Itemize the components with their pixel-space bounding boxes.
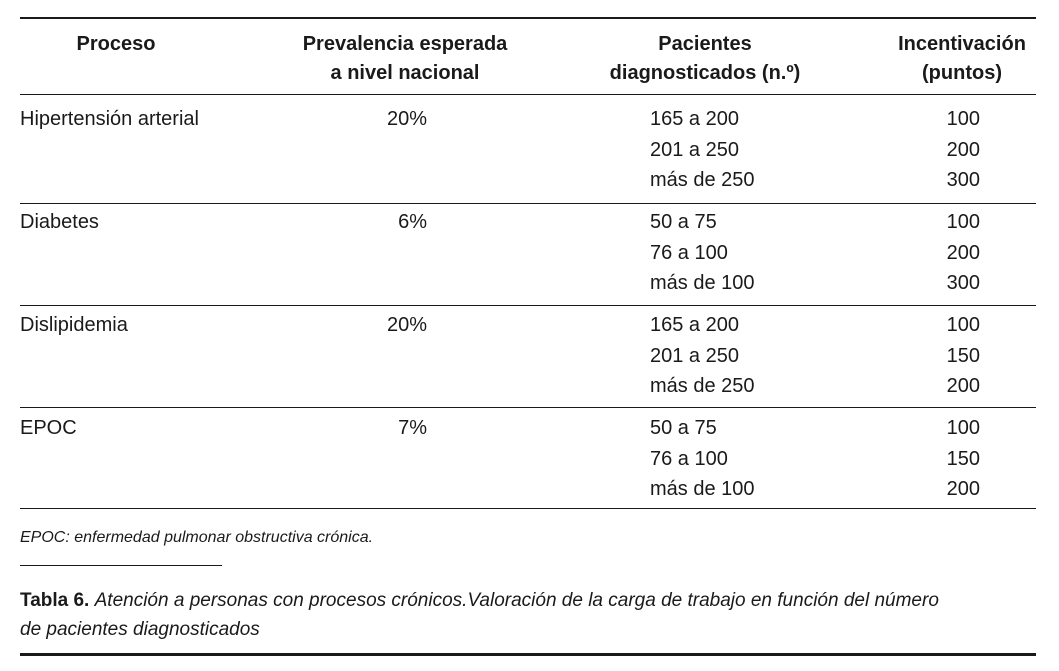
footnote: EPOC: enfermedad pulmonar obstructiva cr… [20,529,374,546]
pacientes-cell: 76 a 100 [650,447,728,470]
header-cell: Pacientes [658,33,752,55]
row-rule [20,305,1036,306]
pacientes-cell: más de 100 [650,272,755,294]
prevalencia-cell: 7% [398,417,427,439]
puntos-cell: 100 [946,108,980,130]
pacientes-cell: más de 100 [650,478,755,500]
pacientes-cell: más de 250 [650,375,755,397]
puntos-cell: 300 [946,272,980,294]
header-rule [20,94,1036,95]
pacientes-cell: 201 a 250 [650,344,739,367]
proceso-cell: EPOC [20,417,77,439]
row-rule [20,407,1036,408]
pacientes-cell: 165 a 200 [650,108,739,130]
caption-rule [20,565,222,566]
puntos-cell: 200 [946,138,980,161]
puntos-cell: 300 [946,169,980,191]
pacientes-cell: 165 a 200 [650,314,739,336]
puntos-cell: 150 [946,344,980,367]
header-cell: a nivel nacional [330,62,480,84]
prevalencia-cell: 6% [398,211,427,233]
puntos-cell: 200 [946,375,980,397]
puntos-cell: 200 [946,241,980,264]
puntos-cell: 150 [946,447,980,470]
caption-text-2: de pacientes diagnosticados [20,619,260,640]
header-cell: Incentivación [898,33,1026,55]
prevalencia-cell: 20% [386,108,427,130]
row-rule [20,203,1036,204]
header-cell: Proceso [76,33,156,55]
row-rule [20,508,1036,509]
caption-label: Tabla 6. [20,590,90,611]
puntos-cell: 200 [946,478,980,500]
prevalencia-cell: 20% [386,314,427,336]
puntos-cell: 100 [946,417,980,439]
puntos-cell: 100 [946,314,980,336]
header-cell: diagnosticados (n.º) [609,62,801,84]
proceso-cell: Dislipidemia [20,314,128,336]
header-cell: Prevalencia esperada [302,33,508,55]
bottom-rule [20,653,1036,656]
pacientes-cell: 76 a 100 [650,241,728,264]
top-rule [20,17,1036,19]
proceso-cell: Hipertensión arterial [20,108,199,130]
caption: Tabla 6. Atención a personas con proceso… [20,589,939,613]
pacientes-cell: más de 250 [650,169,755,191]
pacientes-cell: 201 a 250 [650,138,739,161]
caption-text: Atención a personas con procesos crónico… [94,590,939,611]
puntos-cell: 100 [946,211,980,233]
proceso-cell: Diabetes [20,211,99,233]
header-cell: (puntos) [922,62,1002,84]
pacientes-cell: 50 a 75 [650,417,717,439]
pacientes-cell: 50 a 75 [650,211,717,233]
